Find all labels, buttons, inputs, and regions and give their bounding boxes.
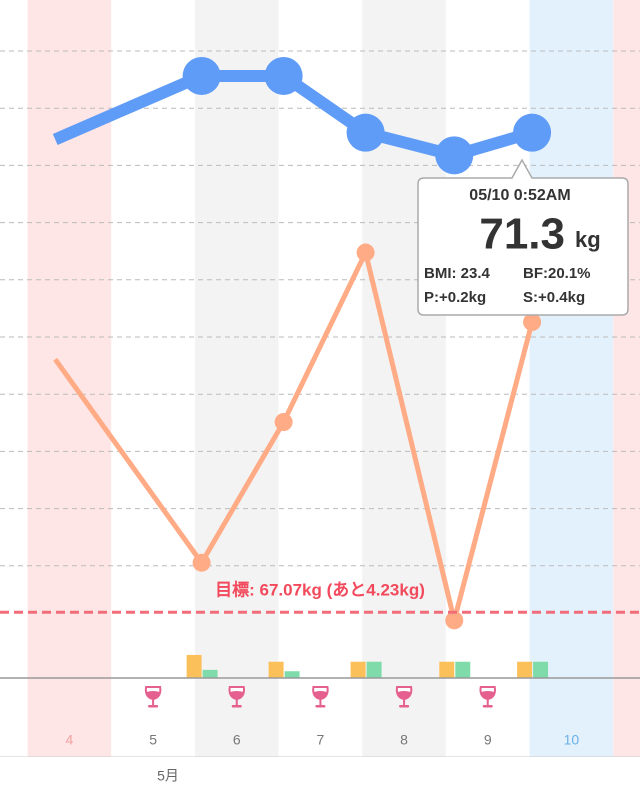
series-point [192,553,211,572]
tooltip: 05/10 0:52AM 71.3 kg BMI: 23.4 BF:20.1% … [417,158,629,316]
day-label: 4 [66,732,74,748]
tooltip-bf: BF:20.1% [523,265,591,282]
day-column [529,0,614,757]
series-point [346,113,385,152]
month-label: 5月 [157,768,179,784]
activity-bar [439,661,455,678]
day-column [362,0,446,757]
tooltip-box [417,158,629,316]
series-point [264,56,303,95]
activity-bar [533,661,549,678]
series-point [523,313,542,332]
month-band [0,757,640,798]
series-point [356,243,375,262]
day-labels: 4 5 6 7 8 9 10 [66,732,580,748]
day-column [194,0,279,757]
target: 目標: 67.07kg (あと4.23kg) [0,580,640,614]
activity-bar [186,654,202,678]
day-label: 8 [400,732,408,748]
activity-bar [455,661,471,678]
activity-bar [202,669,218,678]
activity-bar [366,661,382,678]
tooltip-p: P:+0.2kg [424,289,486,306]
activity-bar [517,661,533,678]
tooltip-unit: kg [575,227,601,252]
day-label: 5 [149,732,157,748]
tooltip-bmi: BMI: 23.4 [424,265,491,282]
series-line [53,250,535,623]
day-label: 10 [564,732,580,748]
day-label: 7 [317,732,325,748]
tooltip-s: S:+0.4kg [523,289,585,306]
day-label: 6 [233,732,241,748]
series-point [274,413,293,432]
series-point [182,56,221,95]
series-point [513,113,552,152]
activity-bar [350,661,366,678]
target-label: 目標: 67.07kg (あと4.23kg) [215,580,425,600]
activity-bar [268,661,284,678]
day-column [613,0,640,757]
activity-bar [284,671,300,678]
day-label: 9 [484,732,492,748]
tooltip-weight: 71.3 [479,210,565,259]
series-point [435,136,474,175]
day-column [278,0,363,757]
tooltip-date: 05/10 0:52AM [469,187,570,204]
series-point [445,611,464,630]
day-column [111,0,195,757]
plot [52,56,552,678]
